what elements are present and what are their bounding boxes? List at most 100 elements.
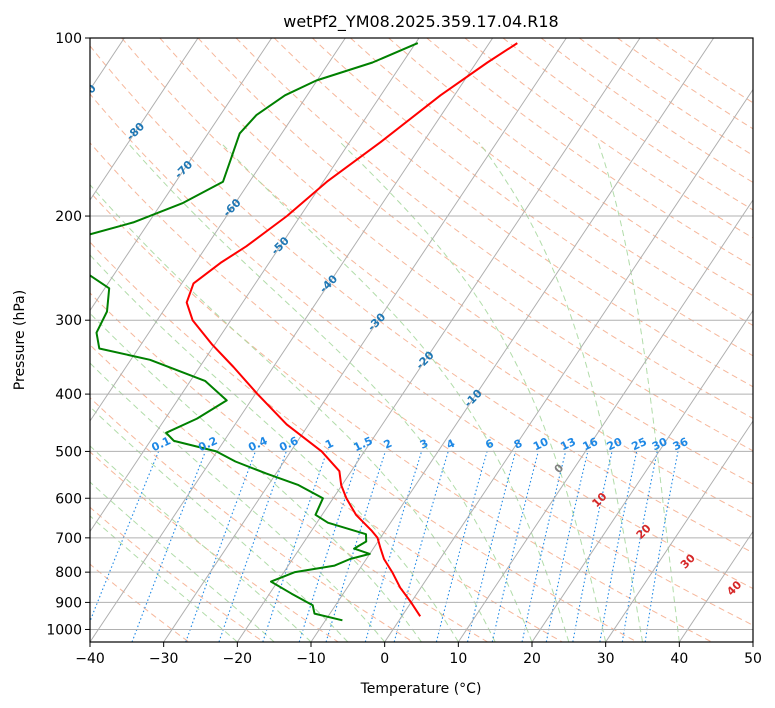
isotherm-line bbox=[90, 38, 346, 422]
y-axis-label: Pressure (hPa) bbox=[12, 290, 28, 390]
moist-adiabat-line bbox=[90, 481, 275, 642]
dry-adiabat-line bbox=[579, 38, 753, 156]
y-tick-label: 800 bbox=[55, 565, 82, 581]
dry-adiabat-line bbox=[90, 451, 339, 642]
mixing-ratio-label: 20 bbox=[605, 435, 625, 453]
x-tick-label: 10 bbox=[449, 651, 467, 667]
dry-adiabat-line bbox=[90, 563, 190, 642]
mixing-ratio-label: 8 bbox=[512, 437, 524, 452]
dry-adiabat-label: -40 bbox=[317, 272, 340, 295]
dry-adiabat-line bbox=[159, 38, 753, 485]
x-tick-label: 20 bbox=[523, 651, 541, 667]
dry-adiabat-line bbox=[388, 38, 753, 297]
dewpoint-line bbox=[90, 42, 419, 622]
dry-adiabat-line bbox=[90, 45, 753, 554]
y-tick-label: 500 bbox=[55, 444, 82, 460]
mixing-ratio-line bbox=[491, 451, 539, 642]
x-tick-label: −20 bbox=[223, 651, 253, 667]
mixing-ratio-line bbox=[466, 451, 517, 642]
dry-adiabat-label: -90 bbox=[76, 82, 99, 105]
isotherm-line bbox=[605, 420, 753, 642]
moist-adiabat-line bbox=[90, 445, 312, 642]
mixing-ratio-label: 16 bbox=[581, 435, 601, 453]
dry-adiabat-label: -20 bbox=[413, 348, 436, 371]
mixing-ratio-label: 10 bbox=[531, 435, 551, 453]
background-lines bbox=[90, 38, 753, 642]
isotherm-line bbox=[236, 38, 641, 642]
x-tick-label: 30 bbox=[597, 651, 615, 667]
dry-adiabat-label: -80 bbox=[124, 120, 147, 143]
dry-adiabat-line bbox=[90, 292, 563, 642]
dry-adiabat-label: -10 bbox=[462, 387, 485, 410]
isotherm-line bbox=[163, 38, 567, 642]
mixing-ratio-label: 30 bbox=[650, 435, 670, 453]
mixing-ratio-label: 3 bbox=[418, 437, 430, 452]
dry-adiabat-line bbox=[90, 191, 712, 642]
dry-adiabat-line bbox=[426, 38, 753, 268]
moist-adiabat-label: 0 bbox=[552, 461, 567, 476]
dry-adiabat-line bbox=[90, 397, 414, 642]
temperature-line bbox=[185, 42, 518, 617]
mixing-ratio-line bbox=[90, 451, 160, 623]
dry-adiabat-line bbox=[90, 344, 488, 642]
dry-adiabat-line bbox=[121, 38, 753, 519]
dry-adiabat-line bbox=[617, 38, 753, 130]
mixing-ratio-label: 13 bbox=[558, 435, 577, 453]
y-tick-label: 600 bbox=[55, 491, 82, 507]
y-tick-label: 700 bbox=[55, 531, 82, 547]
mixing-ratio-label: 25 bbox=[630, 435, 649, 453]
isotherm-line bbox=[531, 309, 753, 642]
y-tick-label: 300 bbox=[55, 313, 82, 329]
x-tick-label: 50 bbox=[744, 651, 762, 667]
dry-adiabat-line bbox=[90, 241, 638, 642]
plot-frame bbox=[89, 37, 754, 643]
y-tick-label: 1000 bbox=[46, 622, 82, 638]
dry-adiabat-label: -100 bbox=[25, 41, 54, 70]
moist-adiabat-label: 40 bbox=[724, 578, 744, 598]
grid-lines bbox=[90, 38, 753, 642]
y-tick-label: 200 bbox=[55, 209, 82, 225]
dry-adiabat-line bbox=[235, 38, 753, 420]
axes: −40 −30 −20 −10 0 10 20 30 40 5010020030040050060… bbox=[46, 31, 762, 667]
dry-adiabat-label: -50 bbox=[269, 234, 292, 257]
x-tick-label: 40 bbox=[670, 651, 688, 667]
isotherm-line bbox=[384, 88, 753, 642]
moist-adiabat-label: 30 bbox=[678, 551, 698, 571]
isotherm-line bbox=[310, 38, 715, 642]
mixing-ratio-label: 1 bbox=[323, 437, 335, 452]
isotherm-line bbox=[90, 38, 199, 201]
mixing-ratio-label: 6 bbox=[483, 437, 496, 452]
mixing-ratio-line bbox=[298, 451, 362, 642]
moist-adiabat-line bbox=[478, 141, 643, 642]
mixing-ratio-label: 4 bbox=[445, 437, 458, 452]
mixing-ratio-label: 36 bbox=[671, 435, 691, 453]
data-lines bbox=[90, 42, 518, 622]
isotherm-line bbox=[90, 38, 494, 642]
dry-adiabat-line bbox=[312, 38, 753, 357]
mixing-ratio-line bbox=[435, 451, 488, 642]
isotherm-line bbox=[457, 199, 753, 642]
isotherm-line bbox=[752, 641, 753, 642]
dry-adiabat-label: -30 bbox=[365, 310, 388, 333]
x-tick-label: −40 bbox=[75, 651, 105, 667]
moist-adiabat-label: 10 bbox=[590, 490, 610, 510]
mixing-ratio-line bbox=[131, 451, 206, 642]
mixing-ratio-line bbox=[185, 451, 256, 642]
dry-adiabat-line bbox=[655, 38, 753, 104]
dry-adiabat-line bbox=[502, 38, 753, 211]
isotherm-line bbox=[678, 530, 753, 642]
dry-adiabat-line bbox=[197, 38, 753, 452]
x-tick-label: −10 bbox=[296, 651, 326, 667]
y-tick-label: 900 bbox=[55, 595, 82, 611]
x-tick-label: −30 bbox=[149, 651, 179, 667]
mixing-ratio-line bbox=[364, 451, 423, 642]
isotherm-line bbox=[90, 38, 420, 533]
y-tick-label: 400 bbox=[55, 387, 82, 403]
mixing-ratio-line bbox=[545, 451, 589, 642]
chart-title: wetPf2_YM08.2025.359.17.04.R18 bbox=[283, 12, 558, 32]
mixing-ratio-label: 2 bbox=[382, 437, 394, 452]
mixing-ratio-line bbox=[644, 451, 679, 642]
dry-adiabat-line bbox=[90, 142, 753, 626]
dry-adiabat-line bbox=[273, 38, 753, 388]
